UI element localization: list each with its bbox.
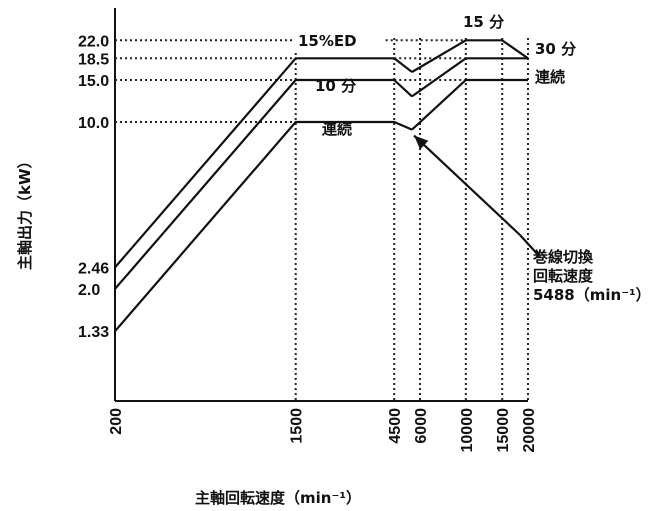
series-label: 連続: [535, 68, 565, 86]
annotation-leader: [519, 234, 541, 258]
y-tick-label: 2.46: [78, 260, 109, 277]
connector-line-1: [393, 79, 413, 98]
x-tick-label: 10000: [459, 408, 476, 453]
x-tick-label: 1500: [289, 408, 306, 444]
x-tick-label: 15000: [495, 408, 512, 453]
x-tick-label: 6000: [413, 408, 430, 444]
series-label: 15%ED: [298, 32, 357, 50]
connector-line-0: [393, 57, 413, 73]
annotation-arrow-line: [413, 134, 521, 236]
series-label: 30 分: [535, 40, 576, 58]
label-backdrop: [294, 30, 384, 52]
y-tick-label: 15.0: [78, 73, 109, 90]
series-line-0: [114, 57, 395, 269]
x-axis-label: 主軸回転速度（min⁻¹）: [195, 489, 361, 507]
y-tick-label: 10.0: [78, 115, 109, 132]
y-tick-labels: 1.33 2.0 2.46 10.0 15.0 18.522.0: [78, 33, 109, 341]
annotation-arrow-head: [414, 135, 429, 150]
y-tick-label: 18.5: [78, 51, 109, 68]
series-line-3: [411, 39, 529, 73]
annotation-text: 回転速度: [533, 267, 594, 285]
y-tick-label: 2.0: [78, 282, 100, 299]
x-tick-label: 200: [108, 408, 125, 435]
x-tick-label: 20000: [521, 408, 538, 453]
annotation-text: 5488（min⁻¹）: [533, 286, 651, 304]
x-tick-label: 4500: [387, 408, 404, 444]
series-line-2: [114, 120, 413, 332]
y-tick-label: 22.0: [78, 33, 109, 50]
x-tick-labels: 200 1500 4500 6000 10000 15000 20000: [108, 408, 538, 453]
series-label: 15 分: [463, 13, 504, 31]
axes: [114, 8, 528, 402]
series-line-5: [411, 78, 528, 131]
y-axis-label: 主軸出力（kW）: [16, 153, 34, 270]
annotation-text: 巻線切換: [532, 248, 594, 266]
y-tick-label: 1.33: [78, 324, 109, 341]
series-label: 10 分: [315, 77, 356, 95]
series-line-1: [114, 78, 395, 290]
series-label: 連続: [322, 120, 352, 138]
series-line-4: [411, 57, 528, 98]
curves: [114, 39, 529, 332]
